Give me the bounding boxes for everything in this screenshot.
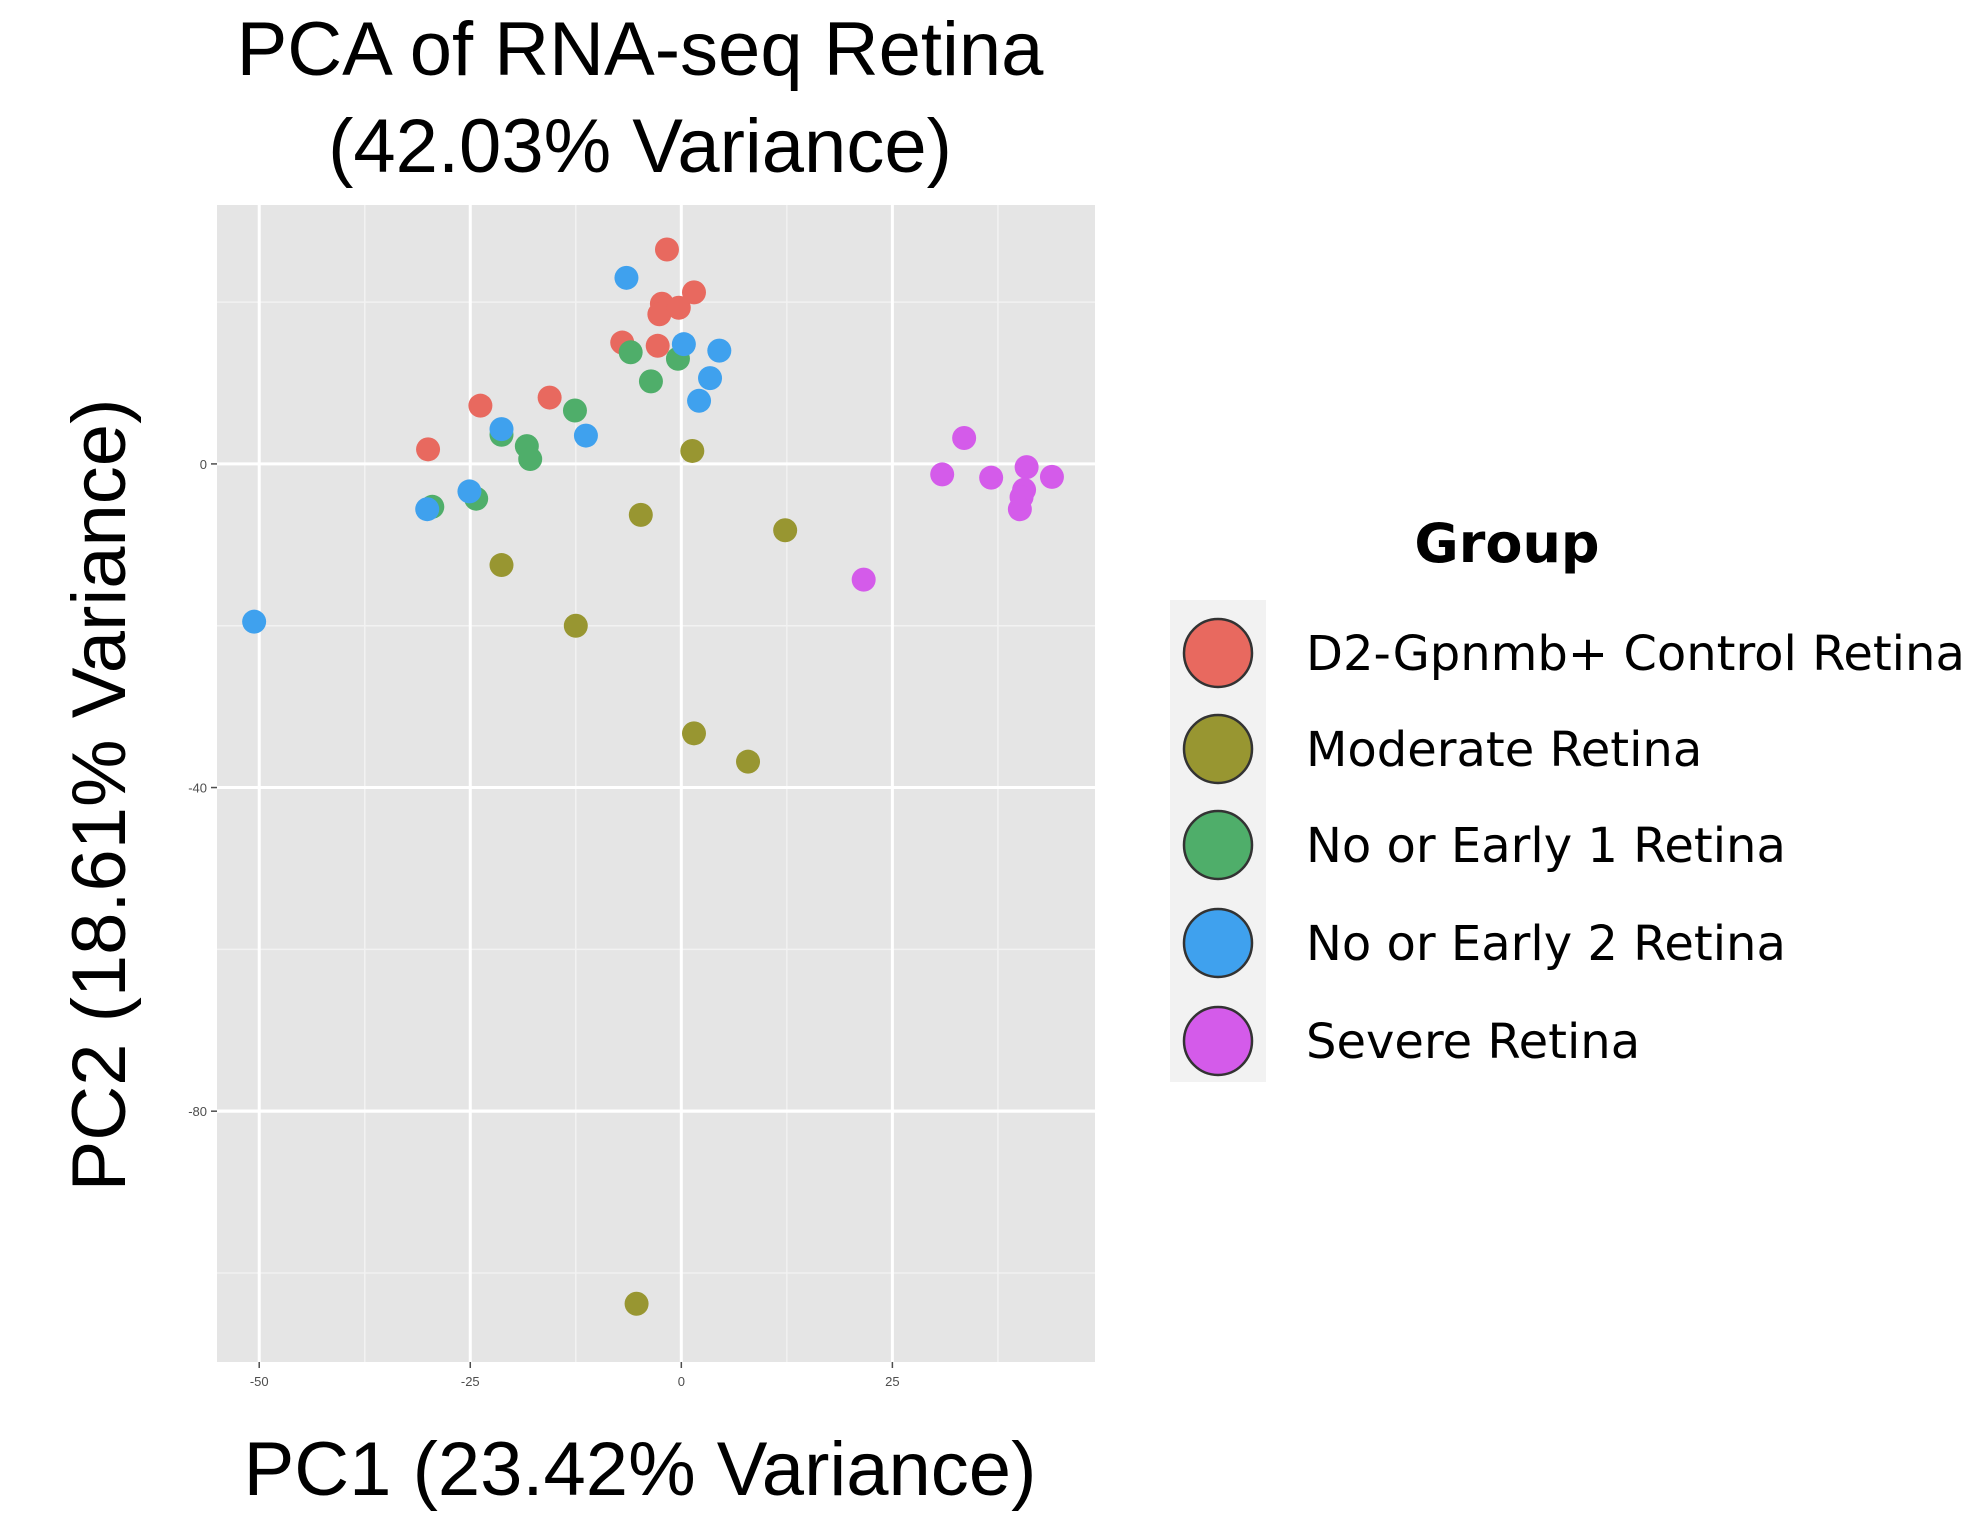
- y-tick-label: 0: [200, 457, 207, 472]
- point-series-4: [979, 465, 1004, 490]
- point-series-3: [687, 388, 712, 413]
- grid-minor-lines: [217, 205, 1095, 1362]
- point-series-4: [1014, 455, 1039, 480]
- x-tick-label: -25: [461, 1374, 480, 1389]
- legend-key-0: [1182, 617, 1254, 689]
- y-axis-ticks: 0 -40 -80: [188, 457, 217, 1119]
- point-series-2: [638, 369, 663, 394]
- legend-key-4: [1182, 1005, 1254, 1077]
- point-series-1: [628, 502, 653, 527]
- point-series-0: [416, 437, 441, 462]
- point-series-4: [952, 426, 977, 451]
- point-series-0: [645, 333, 670, 358]
- point-series-1: [489, 553, 514, 578]
- legend-label-1: Moderate Retina: [1306, 722, 1702, 778]
- x-tick-label: 0: [678, 1374, 685, 1389]
- legend-label-4: Severe Retina: [1306, 1014, 1640, 1070]
- x-tick-label: 25: [885, 1374, 899, 1389]
- point-series-3: [573, 423, 598, 448]
- point-series-0: [468, 393, 493, 418]
- point-series-0: [537, 385, 562, 410]
- point-series-2: [618, 340, 643, 365]
- point-series-2: [562, 398, 587, 423]
- legend-key-1: [1182, 713, 1254, 785]
- point-series-1: [680, 438, 705, 463]
- point-series-3: [415, 497, 440, 522]
- point-series-0: [654, 237, 679, 262]
- point-series-4: [930, 462, 955, 487]
- point-series-0: [681, 280, 706, 305]
- point-series-4: [1039, 464, 1064, 489]
- y-tick-label: -40: [188, 781, 207, 796]
- legend-key-3: [1182, 907, 1254, 979]
- y-tick-label: -80: [188, 1104, 207, 1119]
- point-series-1: [773, 518, 798, 543]
- point-series-0: [666, 295, 691, 320]
- x-axis-title: PC1 (23.42% Variance): [244, 1427, 1037, 1512]
- point-series-1: [624, 1291, 649, 1316]
- grid-major-lines: [217, 205, 1095, 1362]
- point-series-3: [457, 479, 482, 504]
- point-series-3: [242, 609, 267, 634]
- x-tick-label: -50: [250, 1374, 269, 1389]
- legend-label-3: No or Early 2 Retina: [1306, 916, 1786, 972]
- point-series-3: [614, 265, 639, 290]
- point-series-2: [518, 447, 543, 472]
- point-series-3: [489, 417, 514, 442]
- point-series-3: [671, 332, 696, 357]
- legend-label-0: D2-Gpnmb+ Control Retina: [1306, 626, 1965, 682]
- legend-key-2: [1182, 809, 1254, 881]
- point-series-1: [736, 749, 761, 774]
- point-series-1: [681, 721, 706, 746]
- point-series-3: [707, 338, 732, 363]
- chart-title-line-1: PCA of RNA-seq Retina: [237, 7, 1045, 92]
- plot-panel: [217, 205, 1095, 1362]
- chart-title-line-2: (42.03% Variance): [328, 104, 952, 189]
- point-series-3: [698, 366, 723, 391]
- point-series-4: [1007, 497, 1032, 522]
- x-axis-ticks: -50 -25 0 25: [250, 1362, 900, 1389]
- point-series-1: [563, 613, 588, 638]
- point-series-0: [647, 302, 672, 327]
- legend: D2-Gpnmb+ Control Retina Moderate Retina N…: [1182, 617, 1965, 1077]
- legend-title: Group: [1414, 512, 1599, 575]
- y-axis-title: PC2 (18.61% Variance): [57, 399, 142, 1192]
- data-points: [242, 237, 1064, 1316]
- point-series-4: [851, 567, 876, 592]
- legend-label-2: No or Early 1 Retina: [1306, 818, 1786, 874]
